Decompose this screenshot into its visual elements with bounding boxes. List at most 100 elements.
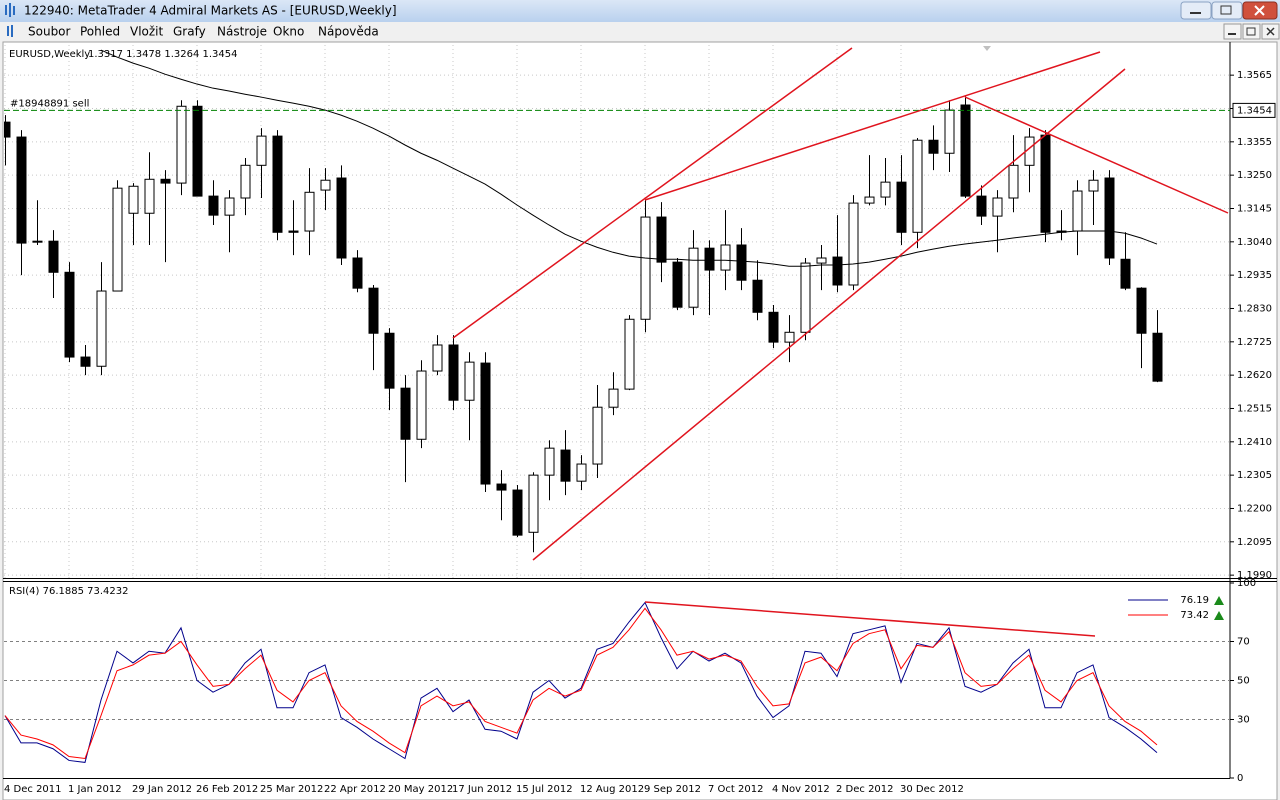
candle-body bbox=[944, 109, 955, 154]
y-tick-label: 1.3565 bbox=[1237, 70, 1272, 81]
candle-body bbox=[976, 195, 987, 217]
candle-body bbox=[1104, 177, 1115, 259]
y-tick-label: 30 bbox=[1237, 715, 1250, 726]
y-tick-label: 1.2725 bbox=[1237, 337, 1272, 348]
candle-body bbox=[32, 240, 43, 243]
candle-body bbox=[432, 344, 443, 372]
legend-value: 76.19 bbox=[1180, 595, 1209, 606]
candle-body bbox=[960, 104, 971, 197]
candle-body bbox=[832, 256, 843, 286]
candle-body bbox=[992, 197, 1003, 217]
candle-body bbox=[80, 356, 91, 367]
candle-body bbox=[368, 287, 379, 334]
x-tick-label: 7 Oct 2012 bbox=[708, 784, 763, 795]
y-tick-label: 100 bbox=[1237, 578, 1256, 589]
candle-body bbox=[272, 135, 283, 233]
candle-body bbox=[112, 187, 123, 292]
menu-bar: Soubor Pohled Vložit Grafy Nástroje Okno Nápov… bbox=[0, 22, 1280, 42]
title-bar: 122940: MetaTrader 4 Admiral Markets AS … bbox=[0, 0, 1280, 22]
minimize-button[interactable] bbox=[1180, 1, 1212, 20]
x-tick-label: 26 Feb 2012 bbox=[196, 784, 258, 795]
candle-body bbox=[64, 271, 75, 358]
y-tick-label: 1.1990 bbox=[1237, 570, 1272, 581]
x-tick-label: 30 Dec 2012 bbox=[900, 784, 964, 795]
x-tick-label: 1 Jan 2012 bbox=[68, 784, 122, 795]
trend-line bbox=[644, 601, 1096, 637]
trend-line bbox=[452, 47, 853, 339]
menu-item[interactable]: Nápověda bbox=[318, 25, 379, 39]
candle-body bbox=[160, 178, 171, 184]
x-tick-label: 4 Dec 2011 bbox=[4, 784, 62, 795]
candle-body bbox=[656, 216, 667, 263]
candle-body bbox=[1072, 190, 1083, 232]
candle-body bbox=[128, 185, 139, 214]
candle-body bbox=[192, 105, 203, 197]
candle-body bbox=[304, 191, 315, 232]
candle-body bbox=[1136, 287, 1147, 334]
shift-marker bbox=[983, 46, 991, 51]
menu-item[interactable]: Soubor bbox=[28, 25, 71, 39]
y-tick-label: 1.3040 bbox=[1237, 237, 1272, 248]
chart-ohlc: 1.3317 1.3478 1.3264 1.3454 bbox=[88, 49, 238, 60]
moving-average bbox=[100, 49, 1158, 267]
y-tick-label: 1.3250 bbox=[1237, 170, 1272, 181]
candle-body bbox=[864, 196, 875, 204]
y-tick-label: 1.3145 bbox=[1237, 203, 1272, 214]
candle-body bbox=[96, 290, 107, 367]
candle-body bbox=[736, 244, 747, 281]
candle-body bbox=[528, 474, 539, 533]
legend-arrow bbox=[1214, 611, 1224, 620]
y-tick-label: 1.2305 bbox=[1237, 470, 1272, 481]
menu-item[interactable]: Pohled bbox=[80, 25, 120, 39]
mdi-close[interactable] bbox=[1261, 23, 1280, 40]
y-tick-label: 0 bbox=[1237, 773, 1243, 784]
rsi-line bbox=[4, 601, 1158, 763]
candle-body bbox=[336, 177, 347, 259]
candle-body bbox=[240, 164, 251, 199]
order-label: #18948891 sell bbox=[10, 98, 89, 109]
y-tick-label: 1.2830 bbox=[1237, 303, 1272, 314]
menu-item[interactable]: Vložit bbox=[130, 25, 164, 39]
candle-body bbox=[288, 230, 299, 233]
mdi-restore[interactable] bbox=[1242, 23, 1261, 40]
candle-body bbox=[576, 463, 587, 482]
mdi-min[interactable] bbox=[1223, 23, 1242, 40]
y-tick-label: 1.3355 bbox=[1237, 137, 1272, 148]
x-tick-label: 29 Jan 2012 bbox=[132, 784, 192, 795]
candle-body bbox=[480, 362, 491, 485]
x-tick-label: 17 Jun 2012 bbox=[452, 784, 512, 795]
indicator-title: RSI(4) 76.1885 73.4232 bbox=[9, 586, 128, 597]
x-tick-label: 15 Jul 2012 bbox=[516, 784, 573, 795]
x-tick-label: 2 Dec 2012 bbox=[836, 784, 894, 795]
candle-body bbox=[592, 406, 603, 465]
candle-body bbox=[1008, 164, 1019, 199]
x-tick-label: 22 Apr 2012 bbox=[324, 784, 386, 795]
candle-body bbox=[912, 139, 923, 233]
candle-body bbox=[208, 195, 219, 216]
chart-title: EURUSD,Weekly bbox=[9, 49, 90, 60]
candle-body bbox=[144, 178, 155, 214]
doc-icon bbox=[7, 25, 13, 37]
menu-item[interactable]: Nástroje bbox=[217, 25, 267, 39]
menu-item[interactable]: Grafy bbox=[173, 25, 206, 39]
candle-body bbox=[784, 331, 795, 343]
price-label: 1.3454 bbox=[1237, 105, 1272, 116]
candle-body bbox=[928, 139, 939, 154]
close-button[interactable] bbox=[1242, 1, 1278, 20]
candle-body bbox=[624, 318, 635, 390]
candle-body bbox=[752, 279, 763, 313]
candle-body bbox=[880, 181, 891, 198]
maximize-button[interactable] bbox=[1211, 1, 1243, 20]
candle-body bbox=[400, 387, 411, 440]
candle-body bbox=[560, 449, 571, 482]
menu-item[interactable]: Okno bbox=[273, 25, 304, 39]
rsi-panel bbox=[4, 601, 1230, 763]
candle-body bbox=[512, 489, 523, 536]
candle-body bbox=[848, 202, 859, 286]
x-tick-label: 12 Aug 2012 bbox=[580, 784, 644, 795]
candle-body bbox=[464, 361, 475, 401]
app-icon bbox=[5, 3, 15, 17]
candle-body bbox=[768, 311, 779, 343]
candle-body bbox=[4, 121, 11, 138]
